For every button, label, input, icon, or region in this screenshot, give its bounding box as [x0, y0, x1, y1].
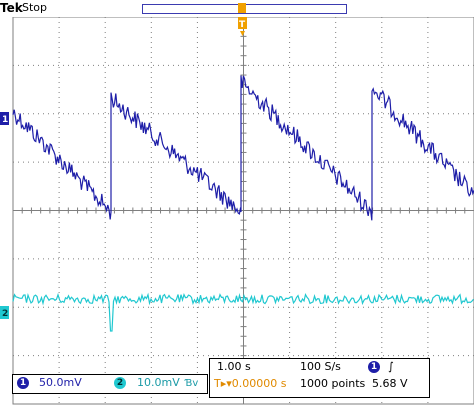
- trigger-level-readout[interactable]: 5.68 V: [372, 377, 408, 390]
- status-bar: Tek Stop: [0, 0, 474, 17]
- trigger-position-readout[interactable]: T▸▾0.00000 s: [214, 377, 287, 390]
- trigger-position-marker[interactable]: T: [238, 17, 247, 36]
- ch2-ground-marker[interactable]: 2: [0, 306, 9, 319]
- trigger-source-badge[interactable]: 1: [368, 361, 380, 373]
- sample-rate-readout: 100 S/s: [300, 360, 341, 373]
- brand-logo: Tek: [0, 1, 23, 15]
- ch1-badge[interactable]: 1: [17, 377, 29, 389]
- ch2-marker-label: 2: [2, 309, 8, 319]
- record-view-window[interactable]: [238, 3, 246, 13]
- ch1-marker-label: 1: [2, 115, 8, 125]
- ch2-badge[interactable]: 2: [114, 377, 126, 389]
- acquisition-state: Stop: [22, 1, 48, 14]
- ch1-waveform-trace: [12, 75, 474, 221]
- ch1-ground-marker[interactable]: 1: [0, 112, 9, 125]
- acquisition-readout-panel: [209, 358, 430, 398]
- ch2-scale[interactable]: 10.0mV: [137, 376, 180, 389]
- timebase-readout[interactable]: 1.00 s: [217, 360, 251, 373]
- trigger-marker-label: T: [239, 20, 246, 30]
- record-length-readout: 1000 points: [300, 377, 366, 390]
- ch1-scale[interactable]: 50.0mV: [39, 376, 82, 389]
- ch2-bandwidth-limit-icon: Ɓv: [185, 378, 199, 389]
- graticule-center-axes: [12, 16, 474, 404]
- ch2-waveform-trace: [12, 292, 474, 332]
- trigger-slope-icon[interactable]: ∫: [388, 360, 394, 373]
- channel-readout-panel: [12, 374, 208, 394]
